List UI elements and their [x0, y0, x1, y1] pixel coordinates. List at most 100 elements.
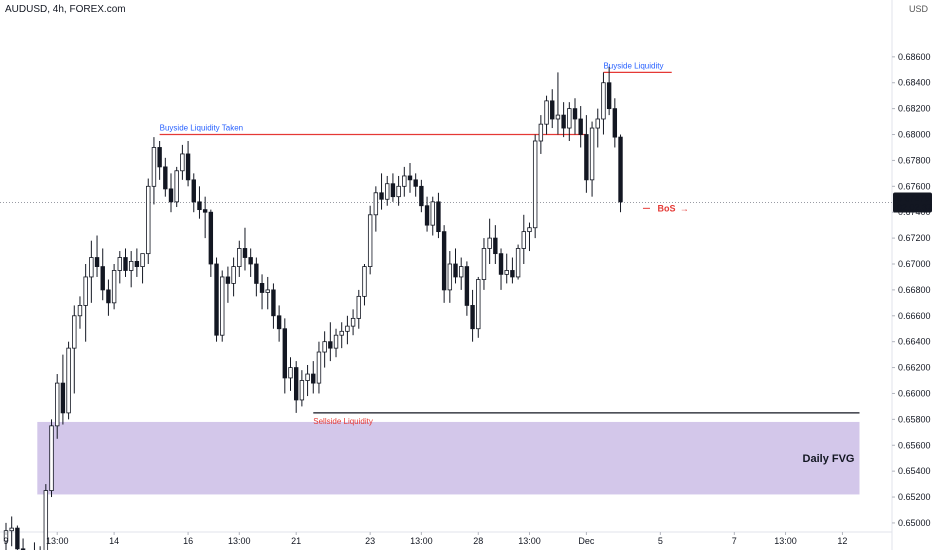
candle-body [356, 295, 361, 319]
candle-body [214, 263, 219, 336]
candle-body [379, 192, 384, 200]
candle-body [197, 201, 202, 211]
y-tick-label: 0.65400 [898, 466, 931, 476]
candle-body [299, 380, 305, 401]
candle-body [527, 227, 532, 233]
candle-body [237, 248, 242, 267]
candle-body [220, 276, 225, 336]
candle-body [157, 147, 162, 168]
candle-body [419, 185, 424, 207]
candle-body [248, 257, 253, 265]
x-tick-label: 13:00 [410, 536, 433, 546]
candle-body [305, 373, 310, 381]
candle-body [66, 347, 71, 414]
candle-body [584, 134, 589, 181]
candle-body [578, 118, 583, 135]
candle-body [293, 367, 299, 401]
fvg-label: Daily FVG [803, 453, 855, 465]
y-tick-label: 0.66000 [898, 388, 931, 398]
y-tick-label: 0.67000 [898, 259, 931, 269]
candle-body [15, 527, 20, 550]
candle-body [43, 490, 49, 550]
x-tick-label: 13:00 [46, 536, 69, 546]
candle-body [202, 209, 208, 213]
candle-body [424, 205, 430, 226]
candle-body [259, 283, 265, 293]
candle-body [493, 237, 498, 255]
bos-arrow-icon: → [680, 203, 689, 213]
candle-body [413, 179, 418, 187]
candle-body [3, 530, 9, 542]
candle-body [254, 263, 259, 284]
candle-body [470, 305, 475, 330]
candle-body [100, 266, 105, 291]
candle-body [49, 425, 54, 491]
liquidity-level-label: Sellside Liquidity [313, 417, 373, 426]
candle-body [464, 266, 470, 306]
fvg-zone [37, 421, 860, 495]
liquidity-level-label: Buyside Liquidity [603, 61, 663, 70]
candle-body [185, 153, 191, 181]
candle-body [618, 136, 623, 203]
candle-body [146, 185, 151, 255]
x-tick-label: 7 [732, 536, 737, 546]
candle-body [265, 289, 270, 293]
x-tick-label: 13:00 [518, 536, 541, 546]
candle-body [458, 266, 464, 278]
price-tag-value: 0.67475 [897, 193, 930, 203]
candle-body [385, 183, 390, 200]
x-tick-label: 23 [365, 536, 375, 546]
x-tick-label: 13:00 [228, 536, 251, 546]
candle-body [567, 108, 572, 129]
candle-body [163, 166, 168, 190]
candle-body [601, 82, 606, 120]
candle-body [595, 118, 600, 129]
candle-body [106, 289, 111, 304]
candle-body [390, 183, 396, 198]
candle-body [111, 270, 117, 304]
candle-body [339, 330, 344, 336]
candle-body [487, 237, 492, 249]
y-tick-label: 0.66600 [898, 311, 931, 321]
price-tag-box [893, 192, 932, 213]
candle-body [231, 266, 236, 284]
candle-body [225, 276, 231, 284]
candle-body [191, 179, 196, 203]
candle-body [538, 123, 544, 142]
candle-body [362, 266, 367, 297]
candle-body [515, 248, 521, 278]
y-tick-label: 0.65600 [898, 440, 931, 450]
candle-body [83, 276, 88, 306]
x-tick-label: 21 [291, 536, 301, 546]
candle-body [316, 351, 322, 384]
candle-body [447, 263, 453, 291]
x-tick-label: 9 [3, 536, 8, 546]
x-tick-label: 13:00 [774, 536, 797, 546]
candle-body [328, 341, 333, 349]
candle-body [288, 367, 293, 379]
candle-body [20, 548, 26, 550]
y-tick-label: 0.67600 [898, 181, 931, 191]
x-tick-label: 28 [473, 536, 483, 546]
candle-body [510, 270, 515, 278]
currency-label: USD [908, 4, 928, 14]
candle-body [481, 248, 487, 280]
candle-body [311, 373, 316, 384]
candle-body [606, 82, 612, 110]
candle-body [532, 140, 538, 229]
bos-label: BoS [658, 203, 676, 213]
candle-body [77, 305, 83, 317]
candle-body [322, 341, 327, 353]
y-tick-label: 0.67200 [898, 233, 931, 243]
y-tick-label: 0.65200 [898, 492, 931, 502]
candle-body [504, 270, 509, 275]
candle-body [9, 527, 14, 532]
y-tick-label: 0.68000 [898, 130, 931, 140]
y-tick-label: 0.68600 [898, 52, 931, 62]
price-tag-countdown: 02:02:37 [897, 202, 932, 212]
candle-body [123, 257, 128, 271]
y-tick-label: 0.68400 [898, 78, 931, 88]
candle-body [117, 257, 122, 271]
candle-body [128, 261, 134, 271]
